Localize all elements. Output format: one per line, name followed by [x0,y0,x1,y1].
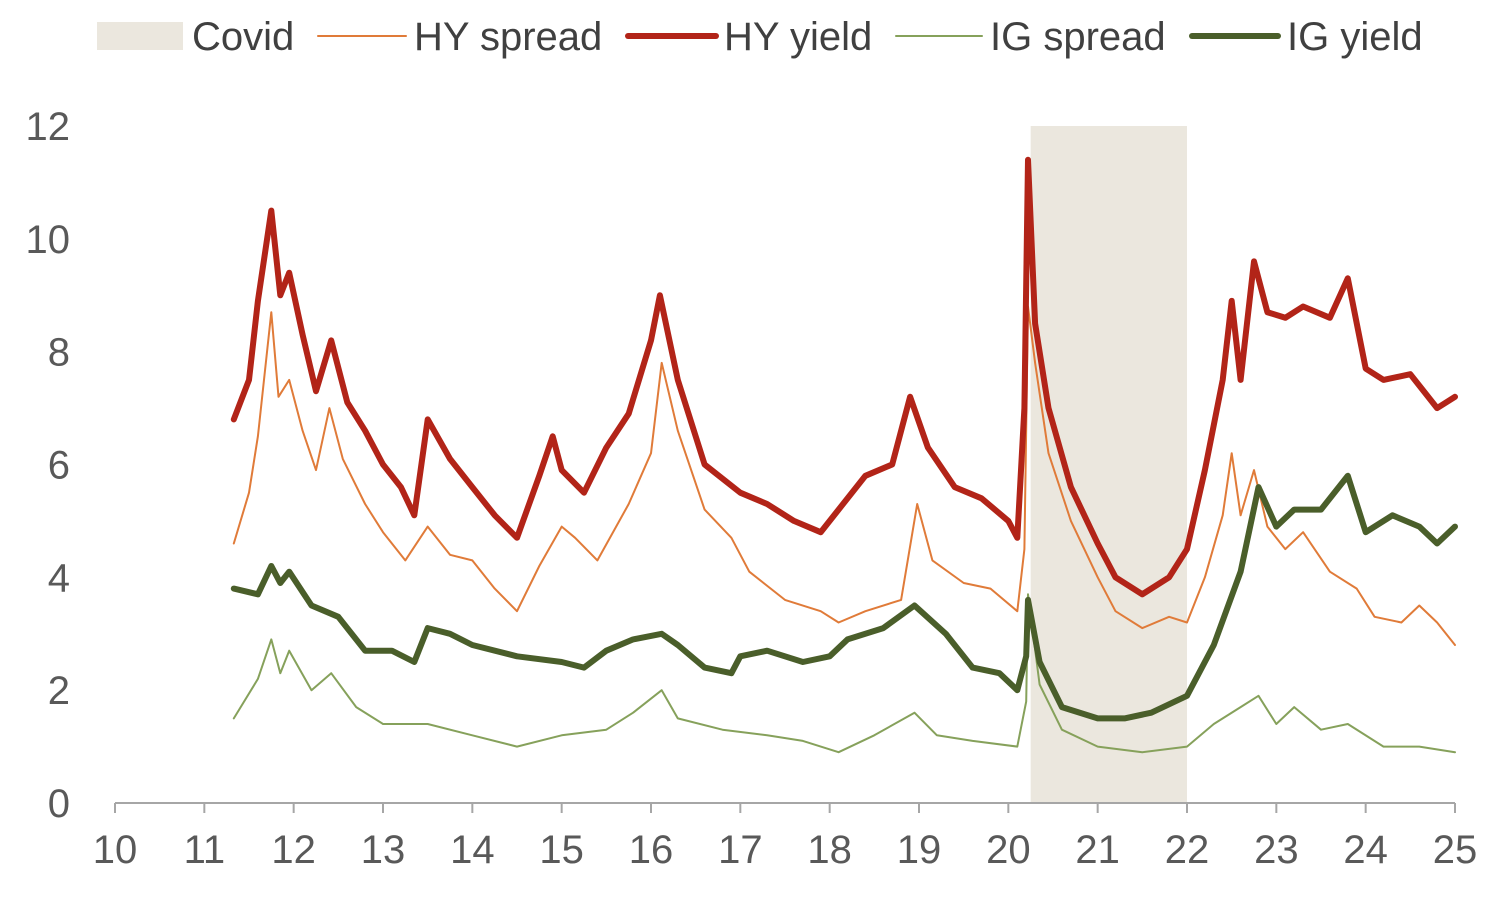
x-tick-label: 25 [1433,828,1478,872]
legend: Covid HY spread HY yield IG spread IG yield [97,15,1423,59]
legend-label-covid: Covid [192,15,294,59]
y-tick-label: 0 [48,782,70,826]
x-tick-label: 18 [807,828,852,872]
legend-label-ig-spread: IG spread [990,15,1166,59]
x-tick-label: 19 [897,828,942,872]
y-tick-label: 2 [48,669,70,713]
x-tick-label: 16 [629,828,674,872]
series-line-ig-yield [230,472,1458,722]
covid-shaded-region [1030,126,1187,803]
shaded-region-layer [1030,126,1187,803]
y-tick-label: 10 [26,218,71,262]
x-tick-label: 13 [361,828,406,872]
x-tick-label: 24 [1343,828,1388,872]
x-tick-label: 10 [93,828,138,872]
axes: 10 11 12 13 14 15 16 17 18 19 20 21 22 23 24 2502468101… [26,105,1478,872]
legend-label-ig-yield: IG yield [1287,15,1423,59]
series-layer [230,156,1458,754]
x-tick-label: 12 [271,828,316,872]
legend-label-hy-spread: HY spread [414,15,602,59]
y-tick-label: 12 [26,105,71,149]
x-tick-label: 23 [1254,828,1299,872]
y-tick-label: 8 [48,331,70,375]
legend-label-hy-yield: HY yield [724,15,872,59]
x-tick-label: 20 [986,828,1031,872]
series-line-ig-spread [232,593,1456,754]
x-tick-label: 14 [450,828,495,872]
x-tick-label: 15 [539,828,584,872]
x-tick-label: 22 [1165,828,1210,872]
y-tick-label: 6 [48,444,70,488]
x-tick-label: 21 [1075,828,1120,872]
x-tick-label: 11 [184,828,226,872]
y-tick-label: 4 [48,556,70,600]
series-line-hy-spread [232,305,1456,646]
legend-swatch-covid [97,22,183,50]
x-tick-label: 17 [718,828,763,872]
series-line-hy-yield [230,156,1458,598]
